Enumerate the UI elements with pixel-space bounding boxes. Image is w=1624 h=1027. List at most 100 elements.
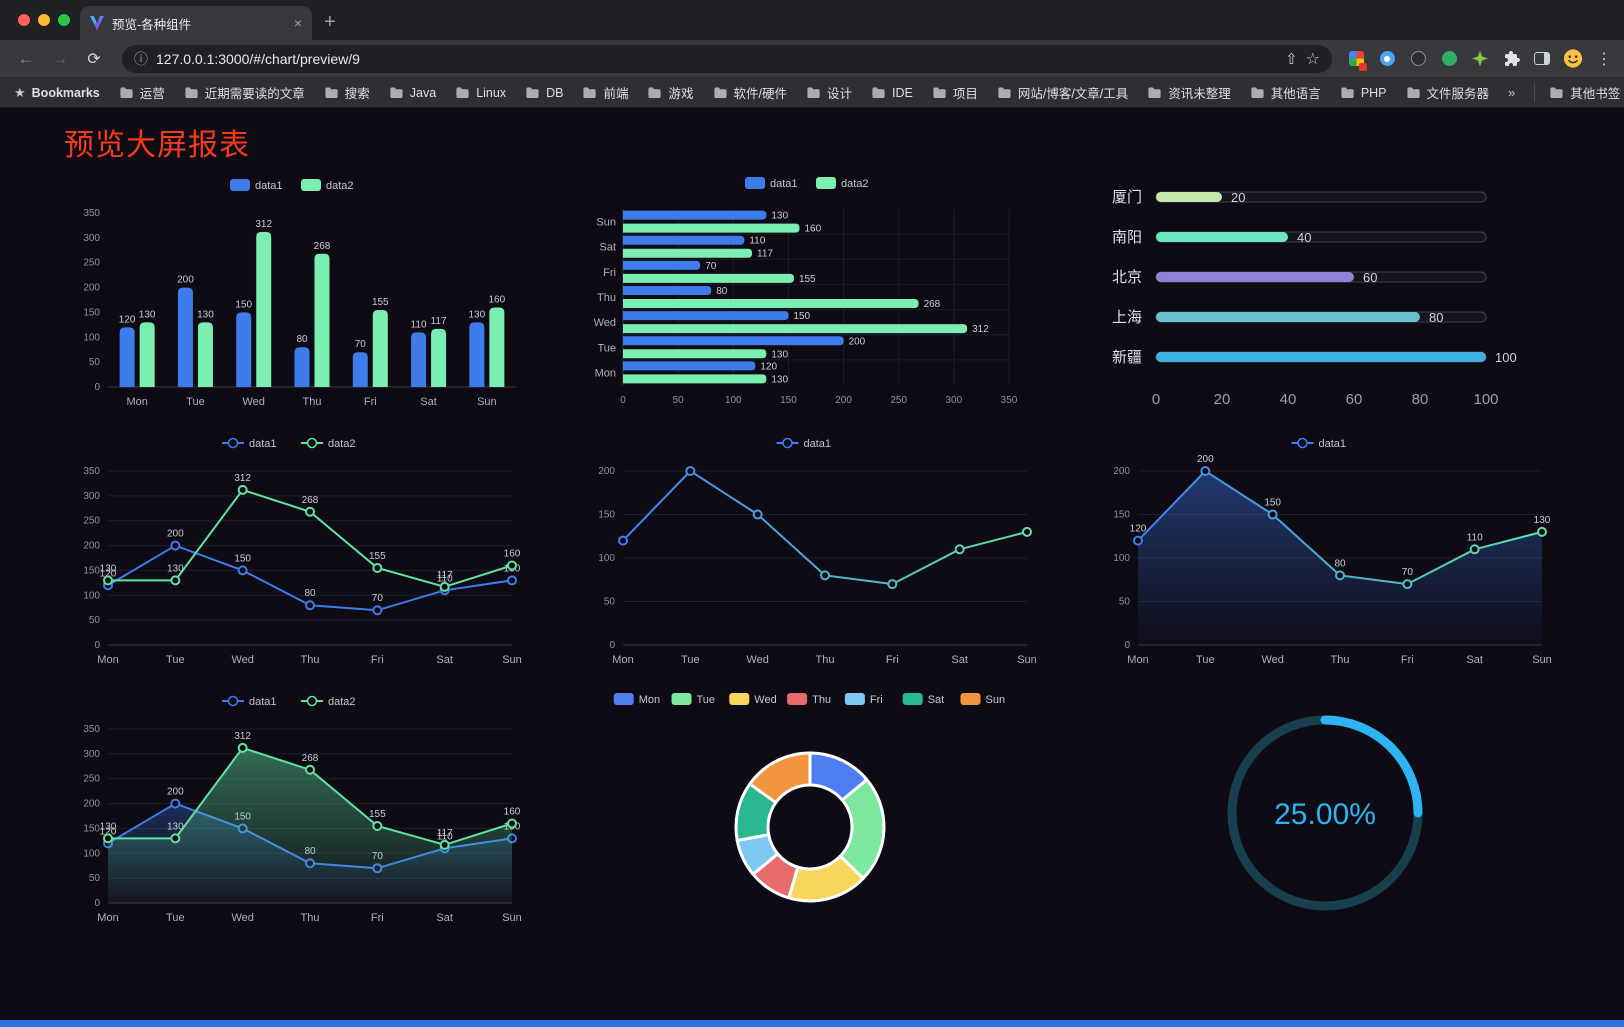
extension-pin-icon[interactable]: [1377, 49, 1397, 69]
svg-text:Tue: Tue: [186, 396, 205, 408]
bookmark-folder[interactable]: 文件服务器: [1406, 83, 1490, 102]
svg-text:100: 100: [1495, 350, 1517, 365]
svg-text:120: 120: [118, 314, 135, 325]
bookmarks-overflow-icon[interactable]: »: [1508, 85, 1516, 100]
svg-text:Thu: Thu: [300, 654, 319, 666]
bookmark-folder[interactable]: Linux: [455, 83, 506, 102]
minimize-window-button[interactable]: [38, 14, 50, 26]
bookmark-folder[interactable]: 其他语言: [1250, 83, 1321, 102]
chart-two-series-line[interactable]: 0 50 100 150 200 250 300 350 Mon Tue Wed Thu Fri Sat S…: [60, 427, 530, 677]
reload-icon[interactable]: ⟳: [87, 50, 101, 68]
svg-text:Tue: Tue: [166, 912, 185, 924]
bookmark-folder[interactable]: 游戏: [647, 83, 694, 102]
bookmarks-bar: ★ Bookmarks 运营 近期需要读的文章 搜索 Java Linux DB 前端 游戏 软…: [0, 78, 1624, 108]
svg-text:Wed: Wed: [231, 912, 253, 924]
folder-icon: [807, 87, 820, 99]
svg-text:350: 350: [1000, 395, 1017, 406]
browser-menu-icon[interactable]: ⋮: [1596, 50, 1612, 68]
bookmark-folder[interactable]: 搜索: [324, 83, 370, 102]
folder-icon: [648, 87, 662, 99]
chart-progress-ring[interactable]: 25.00%: [1090, 685, 1560, 935]
svg-text:200: 200: [83, 799, 100, 810]
share-icon[interactable]: ⇧: [1285, 50, 1298, 68]
svg-text:0: 0: [609, 640, 615, 651]
svg-text:data1: data1: [249, 696, 277, 708]
svg-text:200: 200: [177, 275, 194, 286]
chart-area-line[interactable]: 0 50 100 150 200 Mon Tue Wed Thu Fri Sat Sun 120 200 1…: [1090, 427, 1560, 677]
svg-text:data2: data2: [326, 180, 354, 192]
svg-text:312: 312: [234, 473, 251, 484]
browser-tab[interactable]: 预览-各种组件 ×: [80, 6, 312, 40]
svg-text:Sun: Sun: [596, 217, 616, 229]
bookmark-page-icon[interactable]: ☆: [1305, 50, 1320, 68]
extension-grid-icon[interactable]: [1346, 49, 1367, 71]
svg-text:200: 200: [598, 466, 615, 477]
bookmark-folder[interactable]: 软件/硬件: [713, 83, 787, 102]
svg-text:Tue: Tue: [696, 694, 715, 706]
charts-grid: 0 50 100 150 200 250 300 350 Mon 120 130 Tue 200 130 W…: [0, 164, 1624, 936]
svg-text:110: 110: [436, 573, 452, 584]
bookmark-label: 文件服务器: [1426, 87, 1490, 101]
svg-text:100: 100: [83, 848, 100, 859]
svg-text:130: 130: [138, 309, 155, 320]
bookmark-folder[interactable]: PHP: [1340, 83, 1387, 102]
svg-text:Wed: Wed: [754, 694, 776, 706]
tab-strip: 预览-各种组件 × +: [0, 0, 1624, 40]
svg-text:150: 150: [1113, 510, 1130, 521]
bookmark-folder[interactable]: 前端: [582, 83, 628, 102]
site-info-icon[interactable]: ⓘ: [134, 50, 148, 67]
extension-star-icon[interactable]: [1470, 49, 1490, 69]
extension-green-icon[interactable]: [1439, 49, 1459, 69]
bookmark-folder[interactable]: 设计: [806, 83, 852, 102]
folder-icon: [456, 87, 469, 99]
svg-text:50: 50: [88, 615, 100, 626]
side-panel-icon[interactable]: [1532, 49, 1552, 69]
folder-icon: [998, 87, 1011, 99]
profile-avatar[interactable]: [1563, 49, 1583, 69]
chart-horizontal-bar[interactable]: 0 50 100 150 200 250 300 350 Sun 130 160 Sat 110 117 F…: [575, 169, 1045, 419]
svg-text:130: 130: [99, 563, 116, 574]
other-bookmarks-folder[interactable]: 其他书签: [1534, 83, 1620, 102]
svg-text:60: 60: [1363, 270, 1377, 285]
bookmark-folder[interactable]: DB: [525, 83, 563, 102]
svg-text:150: 150: [598, 510, 615, 521]
folder-icon: [1550, 87, 1563, 99]
chart-two-series-area-line[interactable]: 0 50 100 150 200 250 300 350 Mon Tue Wed Thu Fri Sat S…: [60, 685, 530, 935]
svg-text:北京: 北京: [1111, 269, 1141, 286]
svg-text:Sun: Sun: [502, 912, 522, 924]
bookmarks-root-folder[interactable]: ★ Bookmarks: [14, 85, 100, 101]
svg-text:Wed: Wed: [231, 654, 253, 666]
back-icon[interactable]: ←: [17, 48, 35, 68]
svg-text:0: 0: [94, 640, 100, 651]
maximize-window-button[interactable]: [58, 14, 70, 26]
svg-text:300: 300: [83, 749, 100, 760]
forward-icon[interactable]: →: [51, 48, 69, 68]
svg-text:Sat: Sat: [436, 912, 453, 924]
bookmark-folder[interactable]: Java: [389, 83, 436, 102]
bookmark-folder[interactable]: 运营: [119, 83, 165, 102]
close-window-button[interactable]: [18, 14, 30, 26]
bookmark-folder[interactable]: 近期需要读的文章: [184, 83, 305, 102]
url-text[interactable]: 127.0.0.1:3000/#/chart/preview/9: [156, 50, 360, 67]
tab-close-icon[interactable]: ×: [293, 15, 302, 31]
extension-dark-icon[interactable]: [1408, 49, 1428, 69]
svg-text:Fri: Fri: [603, 267, 616, 279]
svg-text:70: 70: [1401, 567, 1413, 578]
address-bar[interactable]: ⓘ 127.0.0.1:3000/#/chart/preview/9 ⇧ ☆: [122, 44, 1332, 73]
bookmark-folder[interactable]: 资讯未整理: [1147, 83, 1231, 102]
bookmark-folder[interactable]: IDE: [871, 83, 913, 102]
puzzle-icon[interactable]: [1501, 49, 1521, 69]
svg-text:Tue: Tue: [166, 654, 185, 666]
bookmark-folder[interactable]: 网站/博客/文章/工具: [997, 83, 1128, 102]
svg-text:Sat: Sat: [927, 694, 944, 706]
svg-text:250: 250: [83, 516, 100, 527]
new-tab-button[interactable]: +: [324, 11, 336, 33]
bookmark-folder[interactable]: 项目: [932, 83, 978, 102]
svg-text:100: 100: [83, 590, 100, 601]
svg-text:Tue: Tue: [597, 342, 616, 354]
chart-gradient-line[interactable]: 0 50 100 150 200 Mon Tue Wed Thu Fri Sat Sun data1: [575, 427, 1045, 677]
chart-city-progress-bars[interactable]: 厦门 20 南阳 40 北京 60 上海 80 新疆 100 0 20 40 60 80 100: [1090, 169, 1560, 419]
page-content: 预览大屏报表 0 50 100 150 200 250 300 350 Mon 120 130 Tue…: [0, 108, 1624, 1027]
chart-weekday-donut[interactable]: Mon Tue Wed Thu Fri Sat Sun: [575, 685, 1045, 935]
